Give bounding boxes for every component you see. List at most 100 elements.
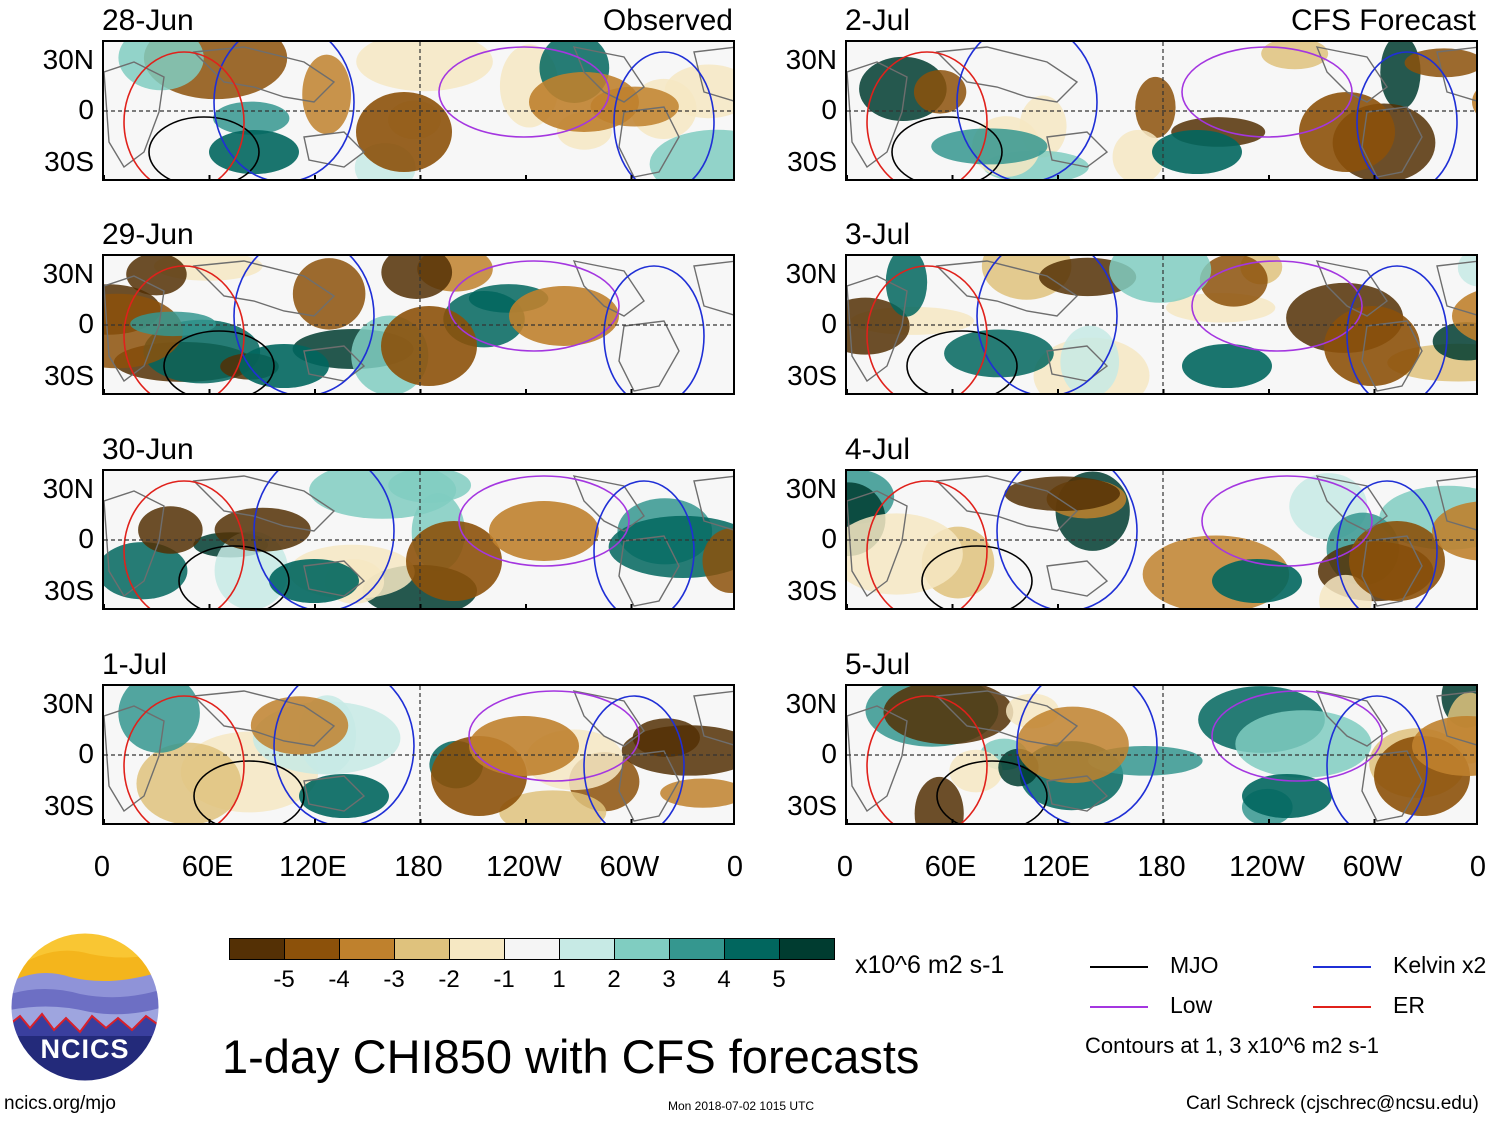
anomaly-shading [1112,129,1165,179]
latitude-label: 0 [78,738,94,769]
anomaly-shading [1349,521,1445,601]
wave-contour [866,265,988,393]
legend-line-swatch [1313,966,1371,968]
longitude-label: 60E [181,851,234,883]
ncics-logo: NCICS [10,932,160,1082]
panel-date-label: 29-Jun [102,218,194,251]
colorbar-swatch [339,938,395,960]
latitude-label: 0 [78,308,94,339]
panel-date-label: 3-Jul [845,218,911,251]
colorbar-label: -1 [493,966,515,993]
longitude-label: 120E [279,851,347,883]
anomaly-shading [664,64,733,119]
anomaly-shading [1324,306,1420,386]
wave-contour [458,475,630,567]
wave-contour [891,116,1003,179]
wave-contour [906,330,1018,393]
latitude-label: 30N [785,258,837,289]
anomaly-shading [885,256,928,317]
anomaly-shading [209,130,299,174]
latitude-label: 0 [821,94,837,125]
anomaly-shading [1182,344,1272,388]
anomaly-shading [914,776,964,823]
footer-url[interactable]: ncics.org/mjo [4,1093,116,1114]
continent-outline [847,46,1476,178]
wave-contour [1336,480,1438,608]
anomaly-shading [608,515,733,578]
anomaly-shading [356,92,452,172]
wave-contour [593,480,695,608]
anomaly-shading [1432,501,1476,561]
latitude-label: 30S [44,790,94,821]
anomaly-shading [949,749,1003,793]
latitude-label: 0 [821,523,837,554]
latitude-label: 30S [787,360,837,391]
anomaly-shading [529,72,639,132]
longitude-label: 60W [599,851,660,883]
panel-date-label: 5-Jul [845,648,911,681]
anomaly-shading [239,344,329,388]
wave-contour [866,695,988,823]
anomaly-shading [1212,559,1302,603]
latitude-label: 30N [42,44,94,75]
anomaly-shading [250,696,349,755]
legend-label: Low [1170,992,1213,1018]
colorbar-swatch [559,938,615,960]
longitude-label: 0 [1469,851,1487,883]
latitude-label: 30S [44,146,94,177]
wave-contour [936,760,1048,823]
wave-contour [866,480,988,608]
colorbar-swatch [779,938,835,960]
colorbar-swatch [724,938,780,960]
wave-contour [1356,51,1458,179]
anomaly-shading [1152,130,1242,174]
legend-label: ER [1393,992,1425,1018]
anomaly-shading [213,101,290,135]
wave-contour [438,46,610,138]
wave-contour [603,265,705,393]
legend-line-swatch [1090,966,1148,968]
latitude-label: 30N [785,473,837,504]
colorbar-swatch [614,938,670,960]
wave-contour [448,260,620,352]
legend-line-swatch [1313,1006,1371,1008]
colorbar-swatch [284,938,340,960]
anomaly-shading [302,54,352,135]
colorbar-swatch [504,938,560,960]
anomaly-shading [1457,256,1476,287]
anomaly-shading [702,528,733,594]
longitude-label: 180 [1137,851,1186,883]
anomaly-shading [406,521,502,601]
panel-date-label: 30-Jun [102,433,194,466]
panel-date-label: 28-Jun [102,4,194,37]
panel-date-label: 1-Jul [102,648,168,681]
anomaly-shading [1235,710,1372,778]
anomaly-shading [1135,76,1176,139]
anomaly-shading [1004,476,1120,511]
panel-date-label: 4-Jul [845,433,911,466]
anomaly-shading [489,501,599,561]
latitude-label: 30S [787,146,837,177]
anomaly-shading [1261,42,1329,70]
footer-author: Carl Schreck (cjschrec@ncsu.edu) [1186,1093,1479,1114]
continent-outline [104,46,733,178]
wave-contour [123,695,245,823]
anomaly-shading [1242,774,1332,818]
latitude-label: 0 [78,94,94,125]
anomaly-map-panel [102,40,735,181]
anomaly-shading [1412,716,1476,776]
longitude-label: 120W [1229,851,1305,883]
anomaly-shading [944,329,1054,378]
wave-contour [253,471,395,608]
wave-contour [213,42,355,179]
wave-contour [1211,690,1383,782]
anomaly-shading [847,513,963,595]
wave-contour [976,256,1118,393]
colorbar-swatch [449,938,505,960]
colorbar-label: 1 [552,966,566,993]
legend-note: Contours at 1, 3 x10^6 m2 s-1 [1085,1033,1380,1058]
continent-outline [104,690,733,822]
anomaly-shading [136,742,242,823]
anomaly-shading [883,686,1014,745]
anomaly-shading [381,306,477,386]
